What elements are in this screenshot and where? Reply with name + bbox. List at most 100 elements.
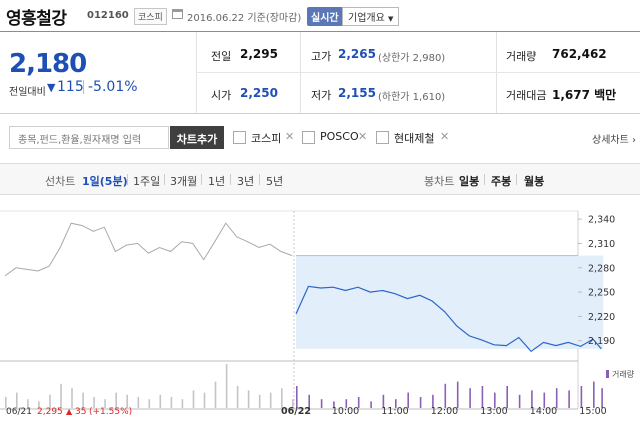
- close-icon[interactable]: ✕: [358, 130, 368, 143]
- period-bar: [0, 163, 640, 195]
- tab-divider: [259, 174, 260, 185]
- volume-bar: [370, 401, 372, 408]
- tab-5year[interactable]: 5년: [266, 175, 284, 188]
- realtime-button[interactable]: 실시간: [307, 7, 343, 26]
- volume-legend-label: 거래량: [612, 369, 635, 379]
- footer-price: 2,295: [37, 407, 63, 417]
- line-chart-label: 선차트: [45, 175, 76, 188]
- down-arrow-icon: ▼: [47, 81, 56, 94]
- y-tick-label: 2,280: [588, 263, 615, 274]
- volume-bar: [469, 388, 471, 408]
- tab-1year[interactable]: 1년: [208, 175, 226, 188]
- compare-label-kospi: 코스피: [251, 132, 282, 145]
- tab-divider: [230, 174, 231, 185]
- compare-checkbox-kospi[interactable]: [233, 131, 246, 144]
- compare-search-input[interactable]: [9, 126, 169, 149]
- volume-bar: [170, 397, 173, 408]
- volume-bar: [49, 394, 51, 408]
- volume-bar: [148, 399, 151, 408]
- tab-divider: [484, 174, 485, 185]
- lower-limit: (하한가 1,610): [378, 92, 446, 103]
- as-of-date: 2016.06.22 기준(장마감): [187, 13, 302, 24]
- volume-value: 762,462: [552, 47, 607, 61]
- volume-bar: [481, 386, 484, 408]
- amount-value: 1,677 백만: [552, 88, 617, 102]
- y-tick-label: 2,340: [588, 215, 615, 226]
- low-label: 저가: [311, 89, 332, 102]
- tab-weekly-candle[interactable]: 주봉: [491, 175, 512, 188]
- x-tick-label: 12:00: [431, 406, 458, 417]
- volume-bar: [531, 390, 533, 408]
- current-day-price-line: [295, 285, 602, 353]
- volume-bar: [203, 392, 206, 408]
- prev-close-value: 2,295: [240, 47, 278, 61]
- volume-bar: [38, 401, 40, 408]
- volume-bar: [71, 388, 73, 408]
- open-value: 2,250: [240, 86, 278, 100]
- candle-chart-label: 봉차트: [424, 175, 455, 188]
- price-range-band: [296, 255, 604, 349]
- y-tick-label: 2,190: [588, 336, 615, 347]
- x-tick-label: 11:00: [381, 406, 408, 417]
- volume-bar: [247, 390, 250, 408]
- tab-daily-candle[interactable]: 일봉: [459, 175, 480, 188]
- add-chart-button[interactable]: 차트추가: [170, 126, 224, 149]
- volume-bar: [601, 388, 603, 408]
- prev-close-label: 전일: [211, 50, 232, 63]
- volume-bar: [296, 386, 298, 408]
- volume-bar: [82, 392, 84, 408]
- footer-change: 35: [75, 407, 86, 417]
- open-label: 시가: [211, 89, 232, 102]
- volume-bar: [444, 383, 447, 408]
- compare-label-posco: POSCO: [320, 130, 359, 143]
- volume-bar: [115, 392, 117, 408]
- tab-3month[interactable]: 3개월: [170, 175, 198, 188]
- tab-3year[interactable]: 3년: [237, 175, 255, 188]
- company-overview-dropdown[interactable]: 기업개요 ▼: [342, 7, 400, 26]
- volume-bar: [320, 399, 323, 408]
- volume-bar: [104, 399, 106, 408]
- low-value: 2,155: [338, 86, 376, 100]
- current-price: 2,180: [9, 49, 87, 79]
- volume-bar: [494, 392, 496, 408]
- volume-bar: [345, 399, 348, 408]
- change-value: 115: [57, 79, 84, 95]
- tab-1day[interactable]: 1일(5분): [82, 175, 128, 188]
- compare-checkbox-posco[interactable]: [302, 131, 315, 144]
- compare-label-hyundai-steel: 현대제철: [394, 132, 435, 145]
- upper-limit: (상한가 2,980): [378, 53, 446, 64]
- quote-bottom-divider: [0, 113, 640, 114]
- volume-bar: [192, 390, 195, 408]
- volume-legend-swatch: [606, 370, 609, 378]
- stock-name: 영흥철강: [6, 9, 67, 29]
- x-tick-label: 15:00: [579, 406, 606, 417]
- compare-checkbox-hyundai-steel[interactable]: [376, 131, 389, 144]
- volume-bar: [137, 397, 140, 408]
- prev-day-price-line: [4, 222, 293, 277]
- volume-bar: [159, 394, 162, 408]
- detail-chart-link[interactable]: 상세차트 ›: [592, 135, 636, 146]
- close-icon[interactable]: ✕: [440, 130, 450, 143]
- volume-bar: [292, 399, 294, 408]
- x-tick-label: 06/22: [281, 406, 311, 417]
- footer-date: 06/21: [6, 407, 32, 417]
- tab-1week[interactable]: 1주일: [133, 175, 161, 188]
- volume-bar: [27, 399, 29, 408]
- volume-bar: [568, 390, 570, 408]
- footer-prev-quote: 06/21 2,295 ▲ 35 (+1.55%): [6, 407, 132, 417]
- volume-bar: [93, 397, 95, 408]
- quote-row-divider: [196, 72, 640, 73]
- volume-bar: [214, 381, 217, 408]
- volume-bar: [543, 392, 546, 408]
- volume-bar: [395, 399, 397, 408]
- change-divider: [83, 80, 84, 94]
- chevron-down-icon: ▼: [388, 15, 394, 23]
- company-overview-label: 기업개요: [348, 13, 385, 24]
- tab-divider: [127, 174, 128, 185]
- volume-bar: [555, 388, 558, 408]
- tab-monthly-candle[interactable]: 월봉: [524, 175, 545, 188]
- volume-bar: [258, 394, 261, 408]
- volume-bar: [281, 388, 283, 408]
- close-icon[interactable]: ✕: [285, 130, 295, 143]
- volume-bar: [419, 397, 422, 408]
